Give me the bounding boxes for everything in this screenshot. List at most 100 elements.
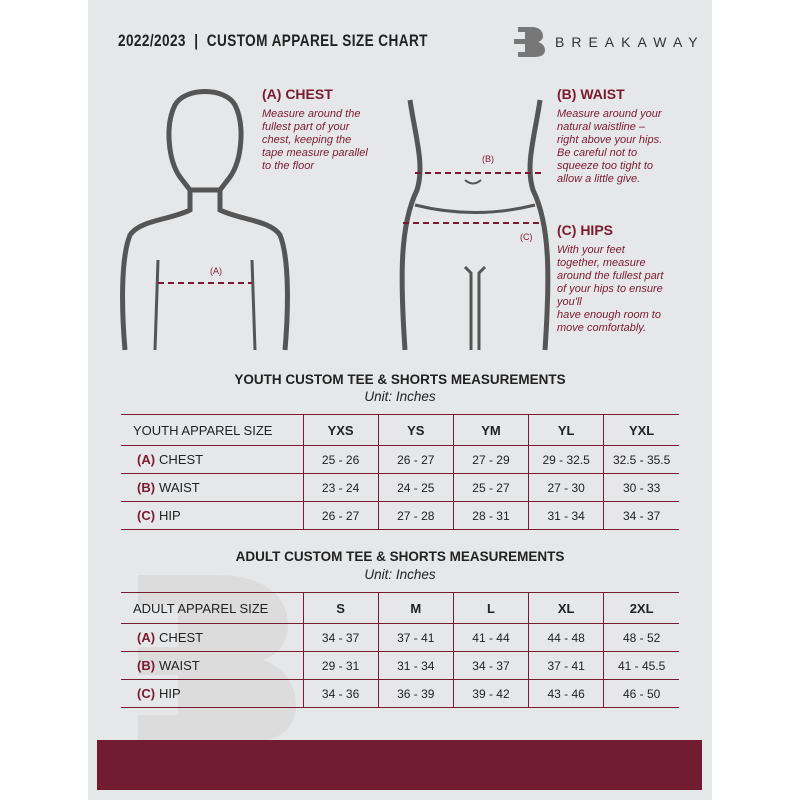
desc-line: Measure around your (557, 108, 662, 120)
youth-size-table: YOUTH APPAREL SIZE YXS YS YM YL YXL (A) CHEST 25… (121, 414, 679, 530)
desc-line: With your feet (557, 244, 625, 256)
size-label: ADULT APPAREL SIZE (121, 592, 303, 624)
measure-tag: (C) (137, 508, 156, 523)
desc-line: together, measure (557, 257, 646, 269)
table-cell: 48 - 52 (603, 623, 679, 652)
desc-line: fullest part of your (262, 121, 350, 133)
size-header: YS (377, 414, 454, 446)
size-header: 2XL (603, 592, 679, 624)
hips-instructions: (C) HIPS With your feet together, measure… (557, 222, 663, 335)
table-cell: 26 - 27 (302, 501, 379, 530)
header-row: YOUTH APPAREL SIZE YXS YS YM YL YXL (121, 414, 679, 446)
table-cell: 46 - 50 (603, 679, 679, 708)
table-cell: 41 - 44 (452, 623, 529, 652)
desc-line: around the fullest part (557, 270, 664, 282)
table-row: (B) WAIST 23 - 24 24 - 25 25 - 27 27 - 30 30 -… (121, 473, 679, 502)
desc-line: of your hips to ensure (557, 283, 663, 295)
chest-instructions: (A) CHEST Measure around the fullest part… (262, 86, 368, 173)
measure-label: (C) HIP (121, 501, 303, 530)
table-cell: 25 - 26 (302, 445, 379, 474)
adult-table-title: ADULT CUSTOM TEE & SHORTS MEASUREMENTS (235, 549, 565, 564)
measure-label: (C) HIP (121, 679, 303, 708)
table-row: (A) CHEST 25 - 26 26 - 27 27 - 29 29 - 32.5 32… (121, 445, 679, 474)
table-row: (B) WAIST 29 - 31 31 - 34 34 - 37 37 - 41 41 -… (121, 651, 679, 680)
adult-size-table: ADULT APPAREL SIZE S M L XL 2XL (A) CHEST 34 - 3… (121, 592, 679, 708)
table-cell: 29 - 32.5 (528, 445, 604, 474)
page-title: 2022/2023 | CUSTOM APPAREL SIZE CHART (118, 31, 428, 50)
size-header: YXS (302, 414, 379, 446)
measure-name: HIP (159, 508, 181, 523)
size-header: XL (528, 592, 604, 624)
measure-tag: (B) (137, 480, 156, 495)
table-cell: 27 - 29 (452, 445, 529, 474)
size-header: S (302, 592, 379, 624)
table-cell: 34 - 37 (302, 623, 379, 652)
desc-line: Be careful not to (557, 147, 638, 159)
measure-tag: (A) (137, 452, 156, 467)
chest-marker: (A) (210, 266, 222, 276)
waist-marker: (B) (482, 154, 494, 164)
size-header: YL (528, 414, 604, 446)
table-cell: 25 - 27 (452, 473, 529, 502)
measure-name: CHEST (159, 630, 204, 645)
table-cell: 26 - 27 (377, 445, 454, 474)
desc-line: to the floor (262, 160, 314, 172)
measure-label: (B) WAIST (121, 473, 303, 502)
desc-line: have enough room to (557, 309, 661, 321)
measure-name: WAIST (159, 658, 200, 673)
table-cell: 27 - 28 (377, 501, 454, 530)
measure-label: (A) CHEST (121, 445, 303, 474)
breakaway-logo-icon (514, 27, 545, 57)
measure-name: CHEST (159, 452, 204, 467)
table-cell: 29 - 31 (302, 651, 379, 680)
youth-table-title: YOUTH CUSTOM TEE & SHORTS MEASUREMENTS (234, 372, 566, 387)
table-row: (C) HIP 26 - 27 27 - 28 28 - 31 31 - 34 34 - 3… (121, 501, 679, 530)
table-cell: 44 - 48 (528, 623, 604, 652)
table-cell: 32.5 - 35.5 (603, 445, 679, 474)
size-header: YXL (603, 414, 679, 446)
table-cell: 37 - 41 (377, 623, 454, 652)
hips-heading: (C) HIPS (557, 222, 613, 238)
table-cell: 30 - 33 (603, 473, 679, 502)
table-cell: 31 - 34 (377, 651, 454, 680)
table-cell: 36 - 39 (377, 679, 454, 708)
table-cell: 23 - 24 (302, 473, 379, 502)
desc-line: Measure around the (262, 108, 361, 120)
desc-line: right above your hips. (557, 134, 663, 146)
table-cell: 34 - 37 (452, 651, 529, 680)
desc-line: tape measure parallel (262, 147, 368, 159)
table-row: (A) CHEST 34 - 37 37 - 41 41 - 44 44 - 48 48 -… (121, 623, 679, 652)
waist-instructions: (B) WAIST Measure around your natural wai… (557, 86, 662, 186)
lower-body-figure (399, 99, 551, 351)
desc-line: move comfortably. (557, 322, 647, 334)
table-row: (C) HIP 34 - 36 36 - 39 39 - 42 43 - 46 46 - 5… (121, 679, 679, 708)
brand-name: BREAKAWAY (555, 34, 705, 50)
desc-line: squeeze too tight to (557, 160, 654, 172)
hips-marker: (C) (520, 232, 533, 242)
measure-tag: (C) (137, 686, 156, 701)
measure-label: (B) WAIST (121, 651, 303, 680)
table-cell: 39 - 42 (452, 679, 529, 708)
header-row: ADULT APPAREL SIZE S M L XL 2XL (121, 592, 679, 624)
desc-line: allow a little give. (557, 173, 641, 185)
table-cell: 28 - 31 (452, 501, 529, 530)
youth-unit: Unit: Inches (364, 389, 436, 404)
table-cell: 37 - 41 (528, 651, 604, 680)
table-cell: 24 - 25 (377, 473, 454, 502)
waist-heading: (B) WAIST (557, 86, 625, 102)
measure-tag: (A) (137, 630, 156, 645)
table-cell: 34 - 37 (603, 501, 679, 530)
size-label: YOUTH APPAREL SIZE (121, 414, 303, 446)
measure-name: WAIST (159, 480, 200, 495)
table-cell: 43 - 46 (528, 679, 604, 708)
chest-heading: (A) CHEST (262, 86, 333, 102)
table-cell: 27 - 30 (528, 473, 604, 502)
desc-line: chest, keeping the (262, 134, 352, 146)
measure-name: HIP (159, 686, 181, 701)
footer-bar (97, 740, 702, 790)
upper-body-figure (120, 89, 290, 351)
desc-line: natural waistline – (557, 121, 646, 133)
table-cell: 34 - 36 (302, 679, 379, 708)
measure-tag: (B) (137, 658, 156, 673)
size-header: L (452, 592, 529, 624)
